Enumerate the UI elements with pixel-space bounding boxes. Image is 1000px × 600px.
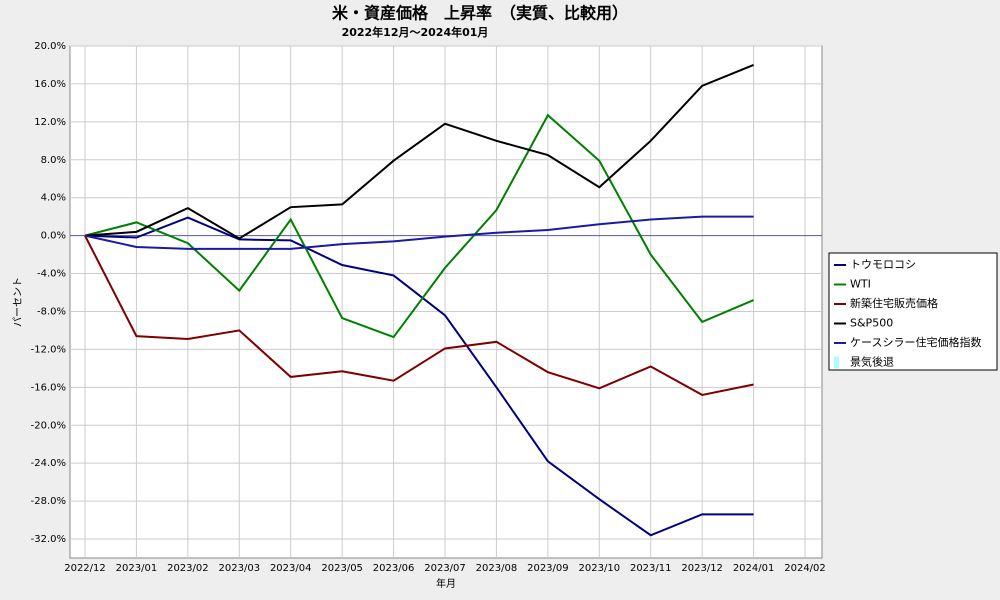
y-tick-label: 4.0%: [41, 193, 66, 204]
series-line: [84, 113, 754, 339]
y-tick-label: -12.0%: [31, 344, 66, 355]
y-tick-label: -20.0%: [31, 420, 66, 431]
y-tick-label: -24.0%: [31, 458, 66, 469]
legend-label: 景気後退: [850, 355, 894, 369]
legend-box: [828, 252, 998, 371]
x-tick-label: 2023/02: [167, 563, 209, 574]
x-tick-label: 2023/08: [476, 563, 518, 574]
x-tick-label: 2023/07: [424, 563, 466, 574]
legend-label: ケースシラー住宅価格指数: [850, 335, 981, 349]
y-axis-label: パーセント: [12, 277, 24, 327]
x-tick-label: 2023/11: [630, 563, 672, 574]
legend-label: WTI: [850, 278, 871, 291]
y-tick-label: -8.0%: [37, 306, 66, 317]
x-tick-label: 2024/02: [784, 563, 826, 574]
chart-title: 米・資産価格 上昇率 （実質、比較用）: [332, 4, 628, 23]
y-tick-label: 16.0%: [34, 79, 66, 90]
y-tick-label: 12.0%: [34, 117, 66, 128]
x-tick-label: 2023/05: [321, 563, 363, 574]
series-line: [84, 64, 754, 240]
x-tick-label: 2023/03: [219, 563, 261, 574]
legend-label: 新築住宅販売価格: [850, 296, 938, 310]
x-tick-label: 2023/06: [373, 563, 415, 574]
x-tick-label: 2023/12: [681, 563, 723, 574]
y-tick-label: -28.0%: [31, 496, 66, 507]
x-tick-label: 2023/09: [527, 563, 569, 574]
x-tick-label: 2023/01: [116, 563, 158, 574]
y-tick-label: -32.0%: [31, 534, 66, 545]
x-axis-label: 年月: [436, 577, 456, 590]
chart-subtitle: 2022年12月～2024年01月: [342, 25, 489, 39]
legend-label: S&P500: [850, 317, 893, 330]
legend-label: トウモロコシ: [850, 258, 916, 271]
x-tick-label: 2022/12: [64, 563, 106, 574]
legend-swatch: [834, 356, 839, 369]
y-tick-label: 8.0%: [41, 155, 66, 166]
series-line: [84, 235, 754, 396]
y-tick-label: -4.0%: [37, 269, 66, 280]
series-line: [84, 216, 754, 537]
x-tick-label: 2023/10: [579, 563, 621, 574]
x-tick-label: 2024/01: [733, 563, 775, 574]
y-tick-label: 0.0%: [41, 231, 66, 242]
y-tick-label: -16.0%: [31, 382, 66, 393]
series-line: [84, 215, 754, 250]
plot-area: [69, 45, 823, 559]
x-tick-label: 2023/04: [270, 563, 312, 574]
y-tick-label: 20.0%: [34, 41, 66, 52]
